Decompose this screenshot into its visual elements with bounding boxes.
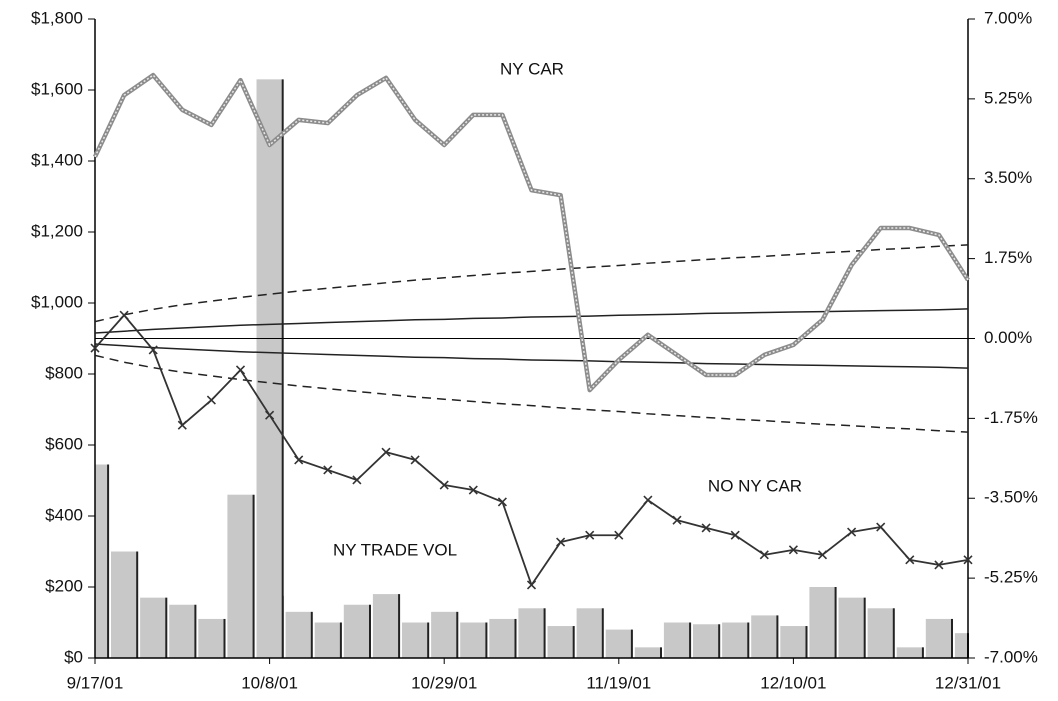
- bar: [576, 608, 603, 658]
- bar: [169, 604, 196, 658]
- point-marker: [817, 550, 828, 560]
- line: [92, 72, 970, 393]
- bar: [605, 629, 632, 658]
- bar: [343, 604, 370, 658]
- bar: [547, 626, 574, 658]
- series-annotation: NY TRADE VOL: [333, 540, 457, 559]
- point-marker: [439, 480, 449, 490]
- point-marker: [526, 580, 537, 590]
- y2-tick-label: 5.25%: [984, 88, 1032, 107]
- bar: [722, 622, 749, 658]
- y2-tick-label: 1.75%: [984, 248, 1032, 267]
- series-annotation: NO NY CAR: [708, 476, 802, 495]
- y-tick-label: $1,400: [31, 150, 83, 169]
- line: [94, 314, 969, 586]
- x-tick-label: 12/31/01: [935, 673, 1001, 692]
- x-tick-label: 10/29/01: [411, 673, 477, 692]
- line: [94, 354, 969, 433]
- bar: [809, 587, 836, 658]
- point-marker: [585, 530, 595, 540]
- y-tick-label: $1,600: [31, 79, 83, 98]
- point-marker: [323, 465, 333, 475]
- bar: [518, 608, 545, 658]
- x-tick-label: 10/8/01: [241, 673, 298, 692]
- bar: [925, 618, 952, 658]
- point-marker: [701, 523, 711, 533]
- x-tick-label: 9/17/01: [67, 673, 124, 692]
- y2-tick-label: -5.25%: [984, 568, 1038, 587]
- point-marker: [643, 495, 653, 505]
- point-marker: [90, 343, 100, 353]
- y-tick-label: $400: [45, 505, 83, 524]
- y2-tick-label: 7.00%: [984, 8, 1032, 27]
- point-marker: [963, 555, 973, 565]
- series-annotation: NY CAR: [500, 59, 564, 78]
- point-marker: [497, 497, 507, 507]
- point-marker: [410, 455, 420, 465]
- bar: [838, 597, 865, 658]
- x-tick-label: 12/10/01: [760, 673, 826, 692]
- y-tick-label: $0: [64, 647, 83, 666]
- point-marker: [468, 485, 478, 495]
- point-marker: [206, 395, 216, 405]
- bar: [693, 624, 720, 658]
- y2-tick-label: -3.50%: [984, 488, 1038, 507]
- bar: [954, 633, 968, 658]
- point-marker: [381, 447, 391, 457]
- point-marker: [294, 455, 304, 465]
- bar: [780, 626, 807, 658]
- y-tick-label: $600: [45, 434, 83, 453]
- bar: [402, 622, 429, 658]
- point-marker: [177, 420, 187, 430]
- y2-tick-label: 3.50%: [984, 168, 1032, 187]
- point-marker: [759, 550, 769, 560]
- bar: [489, 618, 516, 658]
- point-marker: [876, 522, 886, 532]
- bar: [198, 618, 225, 658]
- point-marker: [934, 560, 944, 570]
- y-tick-label: $200: [45, 576, 83, 595]
- line: [94, 308, 969, 334]
- line-core: [94, 74, 969, 392]
- point-marker: [265, 410, 275, 420]
- bar: [634, 647, 661, 658]
- y2-tick-label: -1.75%: [984, 408, 1038, 427]
- point-marker: [556, 537, 566, 547]
- y2-tick-label: 0.00%: [984, 328, 1032, 347]
- y-tick-label: $1,200: [31, 221, 83, 240]
- bar: [896, 647, 923, 658]
- point-marker: [148, 345, 158, 355]
- bar: [140, 597, 167, 658]
- y-tick-label: $800: [45, 363, 83, 382]
- point-marker: [847, 527, 857, 537]
- point-marker: [788, 545, 798, 555]
- point-marker: [352, 475, 362, 485]
- line: [94, 343, 969, 369]
- bar: [460, 622, 487, 658]
- bar: [867, 608, 894, 658]
- bar: [227, 494, 254, 658]
- y-tick-label: $1,000: [31, 292, 83, 311]
- point-marker: [905, 555, 915, 565]
- bar: [372, 594, 400, 658]
- bar: [111, 551, 138, 658]
- point-marker: [730, 530, 740, 540]
- bar: [751, 615, 778, 658]
- bar: [663, 622, 691, 658]
- line: [94, 244, 969, 323]
- point-marker: [235, 365, 246, 375]
- bar: [314, 622, 341, 658]
- point-marker: [614, 530, 624, 540]
- bar: [256, 79, 283, 659]
- point-marker: [672, 515, 682, 525]
- x-tick-label: 11/19/01: [586, 673, 651, 692]
- bar: [285, 611, 312, 658]
- point-marker: [119, 310, 129, 320]
- bar: [431, 611, 458, 658]
- bar: [95, 464, 109, 658]
- y2-tick-label: -7.00%: [984, 647, 1038, 666]
- y-tick-label: $1,800: [31, 8, 83, 27]
